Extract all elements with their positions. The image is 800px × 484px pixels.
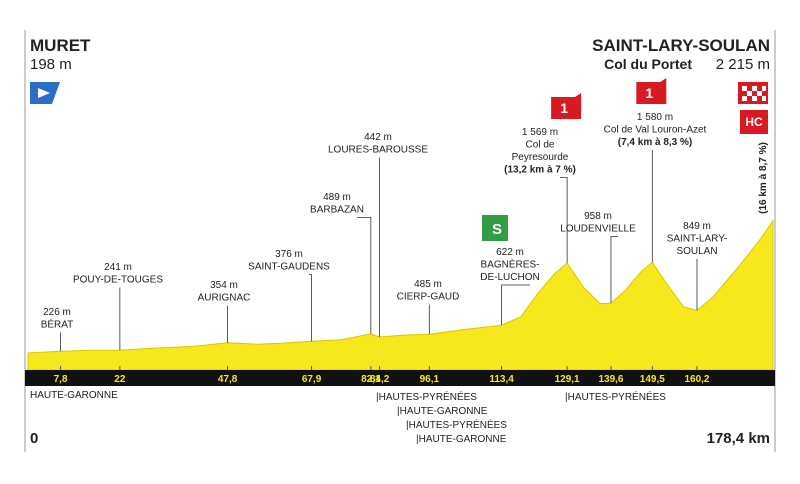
- finish-altitude: 2 215 m: [716, 56, 770, 73]
- waypoint-name: POUY-DE-TOUGES: [73, 275, 163, 286]
- finish-climb: Col du Portet: [604, 56, 692, 72]
- waypoint-name: Col de: [526, 140, 555, 151]
- climb-info: (13,2 km à 7 %): [504, 165, 576, 176]
- leader-line: [309, 274, 312, 342]
- category-label: 1: [560, 100, 568, 116]
- region-label: |HAUTE-GARONNE: [416, 434, 507, 445]
- elevation-profile: [27, 218, 774, 371]
- km-label: 96,1: [420, 374, 440, 385]
- distance-bar: [25, 370, 775, 386]
- waypoint-altitude: 485 m: [414, 279, 442, 290]
- region-label: |HAUTES-PYRÉNÉES: [406, 418, 507, 431]
- finish-distance: 178,4 km: [707, 430, 770, 447]
- leader-line: [610, 236, 618, 304]
- km-label: 7,8: [54, 374, 68, 385]
- region-label: HAUTE-GARONNE: [30, 390, 118, 401]
- waypoint-name: LOUDENVIELLE: [560, 224, 636, 235]
- leader-line: [501, 284, 530, 326]
- waypoint-name: CIERP-GAUD: [397, 292, 460, 303]
- waypoint-name: BÉRAT: [41, 318, 74, 331]
- waypoint-name: BARBAZAN: [310, 205, 364, 216]
- waypoint-altitude: 241 m: [104, 262, 132, 273]
- waypoint-name: DE-LUCHON: [480, 272, 539, 283]
- waypoint-altitude: 442 m: [364, 132, 392, 143]
- climb-info: (7,4 km à 8,3 %): [618, 137, 692, 148]
- waypoint-altitude: 376 m: [275, 249, 303, 260]
- km-label: 84,2: [370, 374, 390, 385]
- km-label: 149,5: [640, 374, 665, 385]
- region-label: |HAUTE-GARONNE: [397, 406, 488, 417]
- waypoint-altitude: 1 580 m: [637, 112, 673, 123]
- waypoint-name: SAINT-GAUDENS: [248, 262, 330, 273]
- waypoint-name: SAINT-LARY-: [667, 234, 728, 245]
- km-label: 113,4: [489, 374, 514, 385]
- waypoint-altitude: 622 m: [496, 247, 524, 258]
- km-label: 67,9: [302, 374, 322, 385]
- km-label: 160,2: [684, 374, 709, 385]
- waypoint-altitude: 958 m: [584, 211, 612, 222]
- start-distance: 0: [30, 430, 38, 447]
- waypoint-name: Col de Val Louron-Azet: [604, 125, 707, 136]
- waypoint-name: BAGNÈRES-: [481, 258, 540, 271]
- start-icon-arrow: [38, 88, 50, 98]
- waypoint-name: Peyresourde: [512, 152, 569, 163]
- start-name: MURET: [30, 36, 91, 55]
- waypoint-name: AURIGNAC: [198, 293, 251, 304]
- finish-name: SAINT-LARY-SOULAN: [592, 36, 770, 55]
- category-badge: [636, 78, 667, 104]
- start-altitude: 198 m: [30, 56, 72, 73]
- waypoint-altitude: 354 m: [210, 280, 238, 291]
- km-label: 82,1: [361, 374, 381, 385]
- sprint-badge: [482, 215, 508, 241]
- region-label: |HAUTES-PYRÉNÉES: [565, 390, 666, 403]
- km-label: 129,1: [555, 374, 580, 385]
- category-badge: [551, 93, 582, 119]
- waypoint-altitude: 489 m: [323, 192, 351, 203]
- region-label: |HAUTES-PYRÉNÉES: [376, 390, 477, 403]
- hc-badge: [740, 110, 768, 134]
- waypoint-altitude: 226 m: [43, 307, 71, 318]
- flag-checks: [742, 86, 766, 101]
- km-label: 22: [114, 374, 126, 385]
- finish-flag: [738, 82, 768, 104]
- sprint-label: S: [492, 221, 502, 238]
- km-label: 47,8: [218, 374, 238, 385]
- leader-line: [357, 217, 372, 334]
- waypoint-altitude: 849 m: [683, 221, 711, 232]
- hc-label: HC: [745, 115, 763, 129]
- waypoint-name: SOULAN: [676, 246, 717, 257]
- waypoint-altitude: 1 569 m: [522, 127, 558, 138]
- category-label: 1: [645, 85, 653, 101]
- km-label: 139,6: [598, 374, 623, 385]
- waypoint-name: LOURES-BAROUSSE: [328, 145, 428, 156]
- finish-climb-info: (16 km à 8,7 %): [758, 142, 769, 214]
- leader-line: [560, 177, 568, 263]
